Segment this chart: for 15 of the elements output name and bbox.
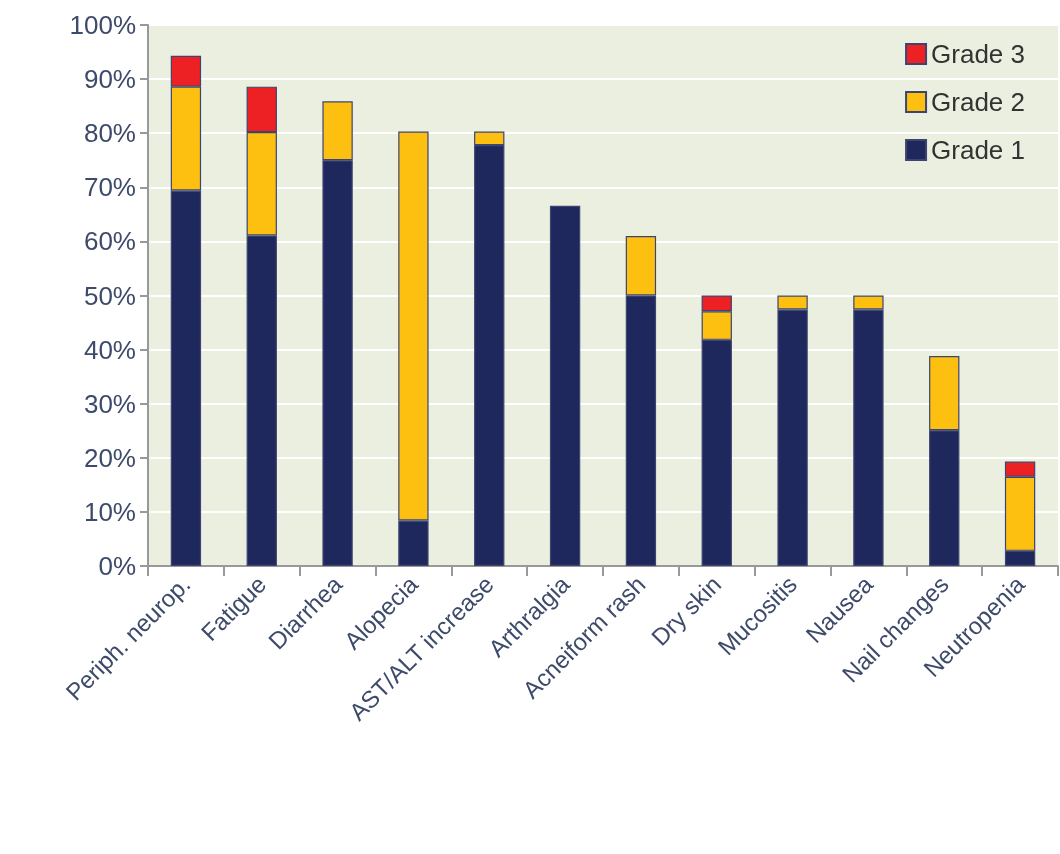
legend-label: Grade 2 [931, 87, 1026, 117]
y-tick-label: 50% [83, 280, 136, 311]
y-tick-label: 80% [83, 118, 136, 149]
y-tick-label: 70% [83, 172, 136, 203]
y-tick-label: 0% [98, 551, 136, 581]
legend-label: Grade 1 [931, 135, 1026, 165]
legend-label: Grade 3 [931, 39, 1026, 69]
y-tick-label: 30% [83, 388, 136, 419]
y-tick-label: 100% [69, 10, 136, 40]
bar [549, 205, 581, 566]
y-tick-label: 90% [83, 64, 136, 95]
y-tick-label: 60% [83, 226, 136, 257]
y-tick-label: 10% [83, 496, 136, 527]
y-tick-label: 40% [83, 334, 136, 365]
y-tick-label: 20% [83, 442, 136, 473]
